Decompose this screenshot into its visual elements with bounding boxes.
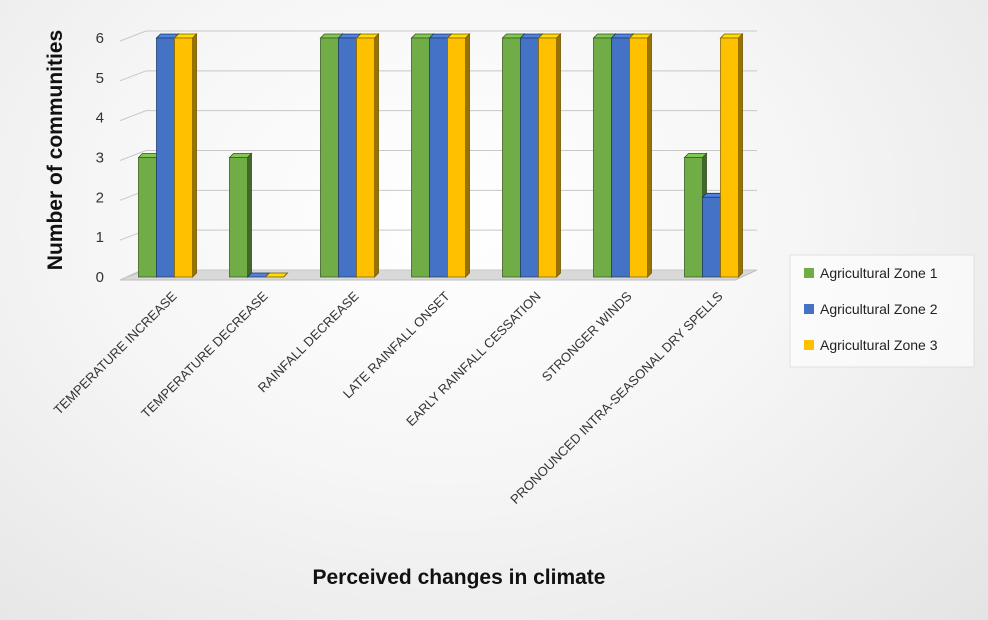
bar-front [356, 37, 375, 278]
bar-side [374, 33, 379, 278]
x-category-label: STRONGER WINDS [539, 288, 635, 384]
bar-front [538, 37, 557, 278]
x-category-label: PRONOUNCED INTRA-SEASONAL DRY SPELLS [507, 288, 726, 507]
bar-front [447, 37, 466, 278]
bar [355, 33, 380, 278]
legend-label: Agricultural Zone 3 [820, 337, 938, 353]
bar-side [192, 33, 197, 278]
legend-swatch [804, 340, 814, 350]
bar-top [628, 33, 653, 39]
legend-label: Agricultural Zone 1 [820, 265, 938, 281]
bar-front [720, 37, 739, 278]
bar-side [556, 33, 561, 278]
bar-top [683, 153, 708, 158]
x-category-label: LATE RAINFALL ONSET [340, 288, 453, 401]
y-axis-title: Number of communities [44, 30, 67, 270]
bar-front [411, 37, 430, 278]
bar-front [174, 37, 193, 278]
y-tick-label: 6 [96, 30, 104, 47]
bar-front [320, 37, 339, 278]
y-tick-label: 4 [96, 110, 104, 127]
bar-front [138, 157, 157, 278]
bar-top [446, 33, 471, 39]
bar-top [355, 33, 380, 39]
bar-side [247, 152, 252, 278]
bar-front [611, 37, 630, 278]
bar [264, 272, 289, 278]
y-axis-ticks: 0 1 2 3 4 5 6 [96, 30, 104, 286]
bar [719, 33, 744, 278]
bar-side [738, 33, 743, 278]
y-tick-label: 0 [96, 269, 104, 286]
bar-front [684, 157, 703, 278]
bar-front [593, 37, 612, 278]
bar-side [647, 33, 652, 278]
bar-top [173, 33, 198, 39]
y-tick-label: 1 [96, 229, 104, 246]
legend-label: Agricultural Zone 2 [820, 301, 938, 317]
bar [228, 152, 253, 278]
x-category-label: RAINFALL DECREASE [255, 288, 362, 395]
bar-front [502, 37, 521, 278]
bar [537, 33, 562, 278]
y-tick-label: 3 [96, 150, 104, 167]
bar-top [719, 33, 744, 39]
bar [628, 33, 653, 278]
bars [137, 33, 744, 278]
y-tick-label: 2 [96, 189, 104, 206]
legend-swatch [804, 304, 814, 314]
bar-front [229, 157, 248, 278]
gridline [119, 30, 757, 42]
bar-front [629, 37, 648, 278]
bar-front [520, 37, 539, 278]
bar-top [228, 153, 253, 158]
bar-front [429, 37, 448, 278]
bar-side [465, 33, 470, 278]
bar [173, 33, 198, 278]
bar-front [338, 37, 357, 278]
bar-front [156, 37, 175, 278]
bar-top [537, 33, 562, 39]
y-tick-label: 5 [96, 70, 104, 87]
x-axis-title: Perceived changes in climate [313, 566, 606, 589]
bar-top [264, 272, 289, 278]
legend-swatch [804, 268, 814, 278]
legend: Agricultural Zone 1 Agricultural Zone 2 Ag… [789, 254, 975, 368]
legend-box [789, 254, 975, 368]
bar-front [702, 196, 721, 278]
bar [446, 33, 471, 278]
